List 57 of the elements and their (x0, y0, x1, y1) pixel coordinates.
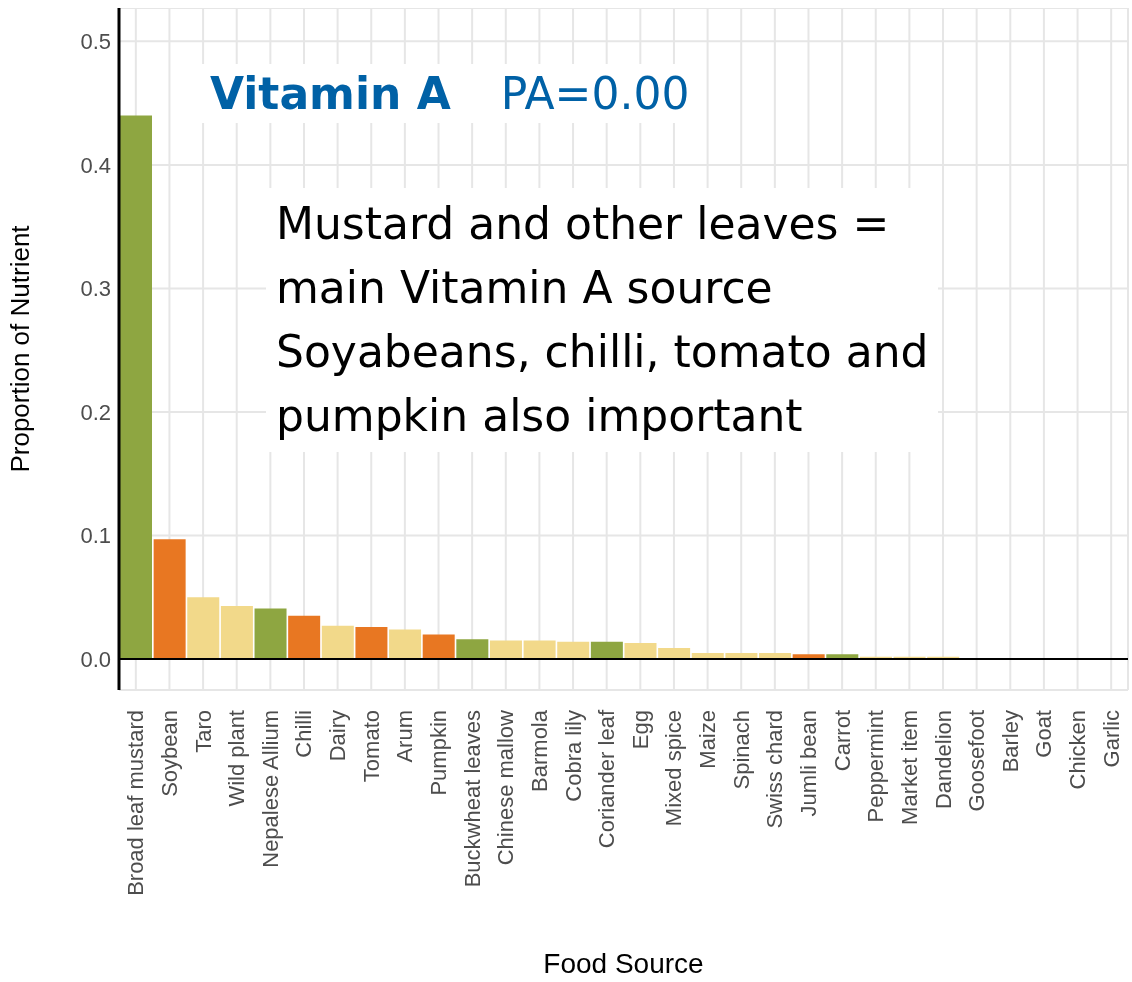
x-tick-label: Garlic (1098, 710, 1124, 768)
text: PA=0.00 (500, 68, 690, 119)
y-axis-title: Proportion of Nutrient (5, 224, 36, 473)
bar (456, 639, 489, 660)
annotation: Mustard and other leaves = (276, 197, 891, 251)
x-tick-label: Tomato (358, 710, 384, 783)
x-tick-label: Barmola (526, 709, 552, 792)
x-tick-label: Broad leaf mustard (123, 710, 149, 896)
x-tick-label: Buckwheat leaves (459, 710, 485, 888)
x-tick-label: Pumpkin (426, 710, 452, 796)
x-axis-title: Food Source (543, 948, 704, 979)
annotation: main Vitamin A source (276, 261, 774, 315)
bar (355, 626, 388, 660)
annotation: Soyabeans, chilli, tomato and (276, 325, 929, 379)
x-tick-label: Nepalese Allium (257, 710, 283, 868)
y-tick-label: 0.4 (80, 152, 111, 178)
x-tick-label: Jumli bean (795, 710, 821, 817)
bar (389, 629, 422, 660)
x-tick-label: Peppermint (863, 710, 889, 823)
annotation: pumpkin also important (276, 389, 804, 443)
y-tick-label: 0.1 (80, 523, 111, 549)
bar (153, 539, 186, 660)
bar (422, 634, 455, 660)
x-tick-label: Egg (627, 710, 653, 750)
y-tick-label: 0.2 (80, 399, 111, 425)
x-tick-label: Barley (997, 710, 1023, 773)
bar (590, 641, 623, 660)
x-tick-label: Soybean (156, 710, 182, 797)
x-tick-label: Wild plant (224, 710, 250, 807)
y-tick-label: 0.3 (80, 276, 111, 302)
bar (254, 608, 287, 660)
x-tick-label: Chinese mallow (493, 709, 519, 866)
x-tick-label: Maize (695, 710, 721, 769)
x-tick-label: Dairy (325, 710, 351, 762)
x-tick-label: Arum (392, 710, 418, 763)
x-tick-label: Chilli (291, 710, 317, 758)
bar (489, 640, 522, 660)
text: Vitamin A (210, 68, 451, 119)
bar (120, 115, 152, 660)
x-tick-label: Goosefoot (964, 710, 990, 812)
x-tick-label: Cobra lily (560, 710, 586, 802)
bar (220, 605, 253, 660)
x-tick-label: Coriander leaf (594, 709, 620, 849)
x-tick-label: Carrot (829, 710, 855, 772)
bar (187, 597, 220, 660)
bar (288, 615, 321, 660)
x-tick-label: Swiss chard (762, 710, 788, 829)
x-tick-label: Chicken (1065, 710, 1091, 790)
x-tick-label: Spinach (728, 710, 754, 790)
x-tick-label: Market item (896, 710, 922, 825)
bar (321, 625, 354, 660)
y-tick-label: 0.0 (80, 646, 111, 672)
y-tick-label: 0.5 (80, 29, 111, 55)
x-tick-label: Goat (1031, 710, 1057, 758)
x-tick-label: Taro (190, 710, 216, 753)
x-tick-label: Mixed spice (661, 710, 687, 827)
x-tick-label: Dandelion (930, 710, 956, 810)
